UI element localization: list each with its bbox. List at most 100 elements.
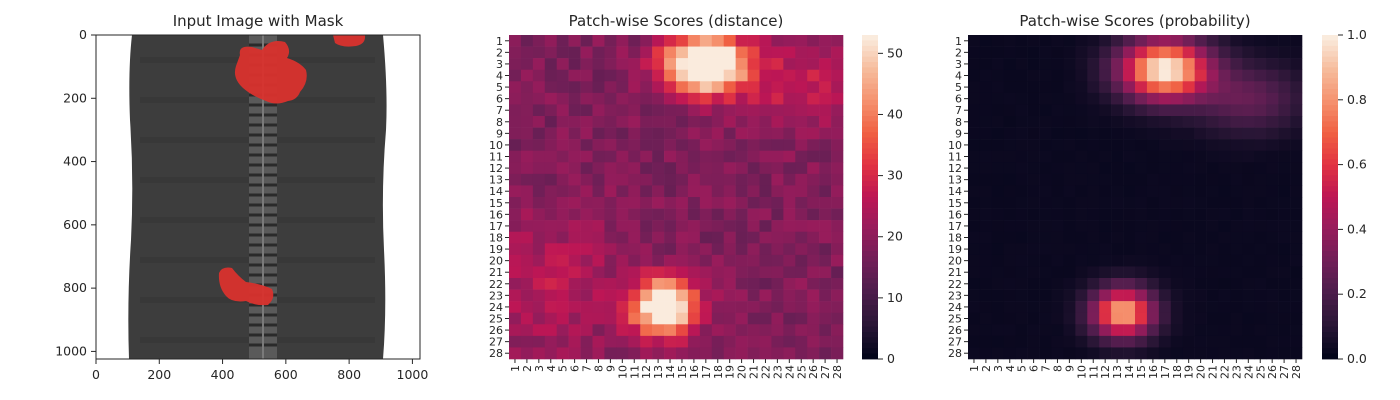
heatmap-cell <box>735 104 748 117</box>
heatmap-cell <box>968 116 981 128</box>
heatmap-cell <box>1230 69 1243 82</box>
row-label: 23 <box>489 289 503 302</box>
heatmap-cell <box>1218 139 1231 152</box>
col-label: 1 <box>509 365 522 372</box>
colorbar-segment <box>862 348 878 354</box>
heatmap-cell <box>1123 162 1136 175</box>
heatmap-cell <box>1099 162 1112 175</box>
heatmap-cell <box>1266 231 1279 244</box>
heatmap-cell <box>1063 162 1076 175</box>
heatmap-cell <box>1242 81 1255 94</box>
heatmap-cell <box>1039 324 1052 337</box>
heatmap-cell <box>1003 81 1017 94</box>
heatmap-cell <box>664 35 677 47</box>
heatmap-cell <box>604 243 617 256</box>
colorbar-segment <box>1322 126 1338 133</box>
heatmap-cell <box>1099 104 1112 117</box>
heatmap-cell <box>723 208 736 221</box>
heatmap-cell <box>771 127 784 140</box>
heatmap-cell <box>1278 104 1291 117</box>
heatmap-cell <box>604 58 617 71</box>
heatmap-cell <box>968 243 981 256</box>
heatmap-cell <box>544 173 558 186</box>
colorbar-segment <box>1322 321 1338 327</box>
heatmap-cell <box>1218 162 1231 175</box>
heatmap-cell <box>1170 127 1184 140</box>
heatmap-cell <box>1254 312 1267 325</box>
heatmap-cell <box>1075 58 1088 71</box>
heatmap-cell <box>568 347 581 360</box>
heatmap-cell <box>1266 289 1279 302</box>
heatmap-cell <box>1158 35 1172 47</box>
heatmap-cell <box>735 312 748 325</box>
heatmap-cell <box>604 347 617 360</box>
heatmap-cell <box>532 35 546 47</box>
heatmap-cell <box>532 150 546 163</box>
colorbar-segment <box>1322 35 1338 41</box>
heatmap-cell <box>795 324 808 337</box>
heatmap-cell <box>1206 278 1219 290</box>
heatmap-cell <box>807 104 820 117</box>
heatmap-cell <box>1099 127 1112 140</box>
colorbar-segment <box>1322 218 1338 225</box>
heatmap-cell <box>1230 301 1243 314</box>
col-label: 19 <box>724 365 737 379</box>
heatmap-cell <box>735 116 748 128</box>
heatmap-cell <box>991 69 1005 82</box>
heatmap-cell <box>556 104 569 117</box>
heatmap-cell <box>1230 58 1243 71</box>
heatmap-cell <box>652 58 665 71</box>
heatmap-cell <box>640 335 653 348</box>
heatmap-cell <box>759 127 772 140</box>
colorbar-segment <box>862 56 878 63</box>
heatmap-cell <box>747 254 760 267</box>
heatmap-cell <box>795 289 808 302</box>
heatmap-cell <box>795 278 808 290</box>
heatmap-cell <box>520 254 534 267</box>
heatmap-cell <box>831 104 844 117</box>
heatmap-cell <box>544 162 558 175</box>
heatmap-cell <box>1242 69 1255 82</box>
colorbar-segment <box>862 159 878 165</box>
heatmap-cell <box>592 104 605 117</box>
heatmap-cell <box>991 58 1005 71</box>
heatmap-cell <box>771 58 784 71</box>
heatmap-cell <box>1242 231 1255 244</box>
heatmap-cell <box>616 58 629 71</box>
heatmap-cell <box>1123 231 1136 244</box>
heatmap-cell <box>807 324 820 337</box>
heatmap-cell <box>1254 139 1267 152</box>
heatmap-cell <box>1254 197 1267 209</box>
heatmap-cell <box>1290 173 1303 186</box>
heatmap-cell <box>1003 278 1017 290</box>
heatmap-cell <box>771 150 784 163</box>
heatmap-cell <box>795 220 808 233</box>
heatmap-cell <box>1266 197 1279 209</box>
heatmap-cell <box>1194 266 1207 279</box>
heatmap-cell <box>1194 197 1207 209</box>
heatmap-cell <box>652 289 665 302</box>
heatmap-cell <box>676 324 689 337</box>
colorbar-segment <box>1322 310 1338 317</box>
heatmap-cell <box>1230 289 1243 302</box>
heatmap-cell <box>1063 92 1076 105</box>
heatmap-cell <box>1218 185 1231 198</box>
col-label: 14 <box>664 365 677 379</box>
heatmap-cell <box>1003 150 1017 163</box>
heatmap-cell <box>1135 185 1148 198</box>
heatmap-cell <box>747 335 760 348</box>
heatmap-cell <box>819 324 832 337</box>
heatmap-cell <box>1039 185 1052 198</box>
row-label: 23 <box>948 289 962 302</box>
heatmap-cell <box>968 127 981 140</box>
heatmap-cell <box>759 335 772 348</box>
heatmap-cell <box>520 301 534 314</box>
heatmap-cell <box>807 116 820 128</box>
heatmap-cell <box>1290 208 1303 221</box>
heatmap-cell <box>1266 278 1279 290</box>
heatmap-cell <box>1135 150 1148 163</box>
heatmap-cell <box>771 347 784 360</box>
heatmap-cell <box>1087 69 1100 82</box>
row-label: 27 <box>948 336 962 349</box>
colorbar-segment <box>862 153 878 160</box>
